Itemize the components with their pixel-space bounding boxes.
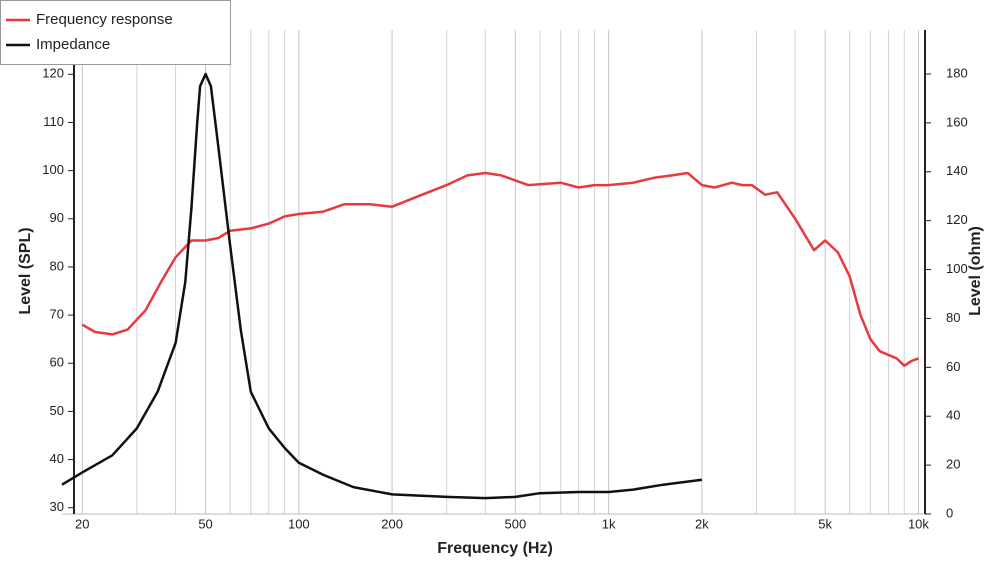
x-tick-label: 200 [381,516,403,531]
y-tick-label: 30 [50,499,64,514]
line-series [61,72,703,500]
y-tick-label: 80 [50,258,64,273]
y2-tick-label: 100 [946,261,968,276]
x-tick-label: 500 [505,516,527,531]
y-tick-label: 40 [50,451,64,466]
y-tick-label: 110 [43,114,64,129]
y2-tick-label: 160 [946,114,968,129]
y2-tick-label: 40 [946,408,960,423]
x-tick-label: 5k [818,516,832,531]
legend-label: Frequency response [36,11,173,28]
legend-label: Impedance [36,36,110,53]
x-tick-label: 1k [602,516,616,531]
y-tick-label: 90 [50,210,64,225]
y-tick-label: 50 [50,403,64,418]
x-tick-label: 10k [908,516,929,531]
y-tick-label: 70 [50,307,64,322]
x-tick-label: 100 [288,516,310,531]
y-tick-label: 60 [50,355,64,370]
y-axis-label: Level (SPL) [17,227,34,314]
x-axis-label: Frequency (Hz) [437,540,553,557]
x-tick-label: 50 [198,516,212,531]
x-tick-label: 20 [75,516,89,531]
x-tick-label: 2k [695,516,709,531]
y2-tick-label: 20 [946,457,960,472]
y2-tick-label: 140 [946,163,968,178]
y2-tick-label: 120 [946,212,968,227]
legend-box [0,0,231,65]
y2-tick-label: 60 [946,359,960,374]
y2-axis-label: Level (ohm) [967,226,984,316]
y2-tick-label: 0 [946,505,953,520]
line-series [81,171,919,367]
y2-tick-label: 80 [946,310,960,325]
y2-tick-label: 180 [946,65,968,80]
y-tick-label: 100 [42,162,64,177]
y-tick-label: 120 [42,66,64,81]
